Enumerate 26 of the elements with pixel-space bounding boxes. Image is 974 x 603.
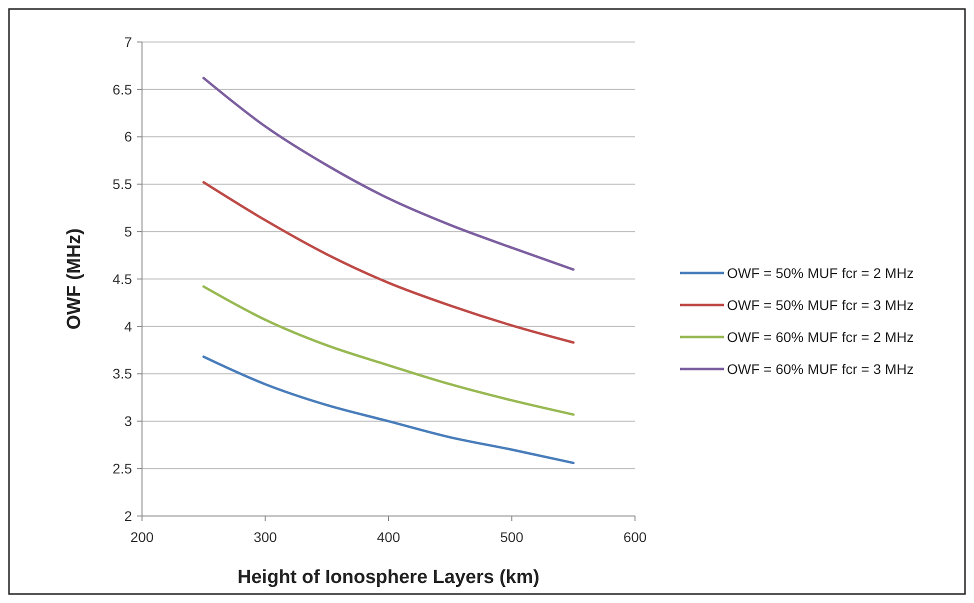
x-tick-label: 500 <box>500 529 524 545</box>
y-tick-label: 3.5 <box>112 366 132 382</box>
y-tick-label: 5.5 <box>112 176 132 192</box>
y-tick-label: 5 <box>124 224 132 240</box>
legend-label: OWF = 60% MUF fcr = 2 MHz <box>727 328 914 345</box>
line-series <box>202 355 575 464</box>
x-tick-label: 400 <box>376 529 400 545</box>
y-tick-label: 7 <box>124 34 132 50</box>
y-tick-label: 2 <box>124 508 132 524</box>
y-tick-label: 2.5 <box>112 460 132 476</box>
y-tick-label: 3 <box>124 413 132 430</box>
legend-label: OWF = 50% MUF fcr = 2 MHz <box>727 264 914 281</box>
line-series <box>202 76 575 271</box>
x-tick-label: 300 <box>254 529 278 545</box>
y-tick-label: 6 <box>124 128 132 145</box>
x-tick-label: 600 <box>623 529 647 545</box>
x-axis-title: Height of Ionosphere Layers (km) <box>238 567 540 588</box>
y-tick-label: 4 <box>124 318 132 334</box>
y-tick-label: 6.5 <box>112 81 132 98</box>
y-axis-title: OWF (MHz) <box>64 228 85 330</box>
line-series <box>202 181 575 344</box>
x-tick-label: 200 <box>130 529 154 545</box>
legend-label: OWF = 50% MUF fcr = 3 MHz <box>727 296 914 313</box>
line-series <box>202 285 575 416</box>
y-tick-label: 4.5 <box>112 270 132 287</box>
legend-label: OWF = 60% MUF fcr = 3 MHz <box>727 360 914 377</box>
